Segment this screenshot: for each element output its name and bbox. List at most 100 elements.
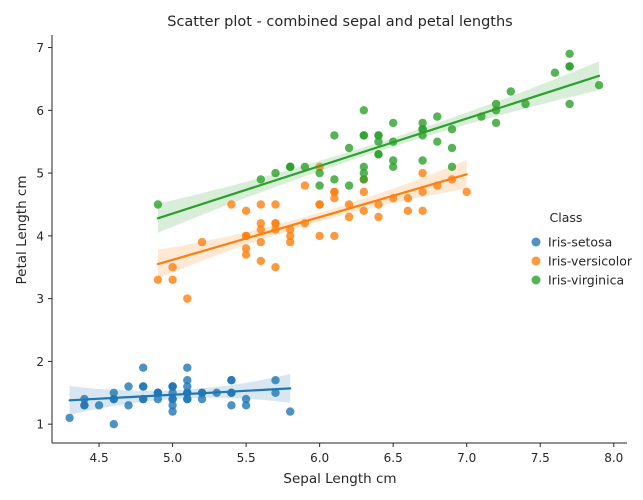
point-iris-versicolor [286, 231, 295, 241]
point-iris-versicolor [256, 219, 265, 228]
point-iris-setosa [197, 394, 207, 404]
y-tick-label: 7 [36, 41, 44, 55]
legend-label-iris-setosa: Iris-setosa [548, 235, 612, 250]
point-iris-versicolor [359, 187, 368, 197]
x-tick-label: 4.5 [90, 451, 109, 465]
point-iris-virginica [389, 162, 398, 171]
point-iris-virginica [374, 137, 383, 146]
point-iris-virginica [433, 137, 442, 146]
point-iris-virginica [374, 131, 383, 140]
point-iris-setosa [168, 401, 177, 410]
y-axis-label: Petal Length cm [14, 175, 30, 284]
point-iris-virginica [286, 162, 295, 171]
point-iris-virginica [491, 118, 501, 128]
legend-marker-iris-setosa [531, 237, 541, 247]
point-iris-versicolor [315, 200, 324, 209]
point-iris-virginica [565, 62, 574, 71]
point-iris-versicolor [227, 200, 236, 209]
point-iris-versicolor [330, 187, 339, 197]
y-tick-label: 3 [36, 292, 44, 306]
point-iris-versicolor [344, 200, 354, 209]
point-iris-setosa [109, 388, 119, 397]
x-tick-label: 7.5 [531, 451, 550, 465]
point-iris-versicolor [330, 231, 339, 241]
point-iris-setosa [65, 413, 74, 423]
point-iris-versicolor [418, 168, 427, 178]
point-iris-setosa [139, 363, 148, 372]
point-iris-setosa [109, 420, 119, 429]
point-iris-versicolor [256, 200, 265, 209]
point-iris-virginica [418, 118, 427, 128]
x-tick-label: 6.0 [310, 451, 329, 465]
point-iris-setosa [94, 401, 104, 410]
point-iris-virginica [447, 143, 457, 153]
point-iris-setosa [124, 401, 133, 410]
fit-line-iris-versicolor [156, 173, 468, 266]
point-iris-virginica [300, 162, 310, 171]
point-iris-setosa [183, 382, 192, 391]
x-axis-label: Sepal Length cm [283, 471, 396, 487]
point-iris-setosa [183, 363, 192, 372]
point-iris-versicolor [418, 206, 427, 215]
point-iris-virginica [256, 175, 265, 184]
point-iris-versicolor [256, 225, 265, 234]
point-iris-versicolor [168, 275, 177, 284]
point-iris-versicolor [330, 194, 339, 203]
legend-title: Class [550, 210, 583, 225]
point-iris-setosa [124, 382, 133, 391]
point-iris-setosa [183, 376, 192, 385]
point-iris-virginica [374, 150, 383, 159]
point-iris-versicolor [315, 231, 324, 241]
point-iris-setosa [241, 401, 251, 410]
point-iris-virginica [506, 87, 515, 96]
point-iris-versicolor [168, 263, 177, 272]
point-iris-setosa [227, 401, 236, 410]
point-iris-setosa [153, 394, 163, 404]
x-tick-label: 5.0 [163, 451, 182, 465]
y-tick-label: 1 [36, 418, 44, 432]
point-iris-setosa [139, 382, 148, 391]
point-iris-setosa [168, 382, 177, 391]
x-tick-label: 8.0 [604, 451, 623, 465]
point-iris-setosa [241, 394, 251, 404]
y-tick-label: 4 [36, 229, 44, 243]
point-iris-virginica [271, 168, 280, 178]
point-iris-versicolor [271, 219, 280, 228]
point-iris-versicolor [241, 244, 251, 253]
x-tick-label: 7.0 [457, 451, 476, 465]
point-iris-versicolor [241, 206, 251, 215]
point-iris-versicolor [344, 212, 354, 222]
point-iris-virginica [418, 156, 427, 165]
point-iris-versicolor [418, 187, 427, 197]
point-iris-virginica [447, 162, 457, 171]
fit-line-iris-virginica [156, 74, 601, 220]
point-iris-virginica [447, 125, 457, 134]
chart-title: Scatter plot - combined sepal and petal … [167, 14, 513, 30]
y-tick-label: 6 [36, 104, 44, 118]
point-iris-versicolor [374, 200, 383, 209]
x-tick-label: 6.5 [384, 451, 403, 465]
point-iris-versicolor [359, 206, 368, 215]
legend-label-iris-versicolor: Iris-versicolor [548, 254, 633, 269]
point-iris-setosa [286, 407, 295, 416]
point-iris-setosa [271, 376, 280, 385]
data-points [65, 49, 604, 429]
point-iris-virginica [389, 118, 398, 128]
point-iris-virginica [359, 131, 368, 140]
point-iris-virginica [359, 168, 368, 178]
fit-line-iris-setosa [68, 387, 292, 402]
regression-lines [68, 74, 601, 402]
legend-marker-iris-versicolor [531, 256, 541, 266]
legend: Iris-setosa Iris-versicolor Iris-virginica… [531, 210, 633, 288]
point-iris-versicolor [271, 263, 280, 272]
point-iris-setosa [183, 394, 192, 404]
point-iris-versicolor [286, 237, 295, 247]
point-iris-virginica [153, 200, 163, 209]
point-iris-virginica [344, 143, 354, 153]
point-iris-virginica [344, 181, 354, 190]
point-iris-versicolor [241, 250, 251, 259]
point-iris-virginica [550, 68, 560, 77]
point-iris-versicolor [271, 200, 280, 209]
y-tick-label: 2 [36, 355, 44, 369]
